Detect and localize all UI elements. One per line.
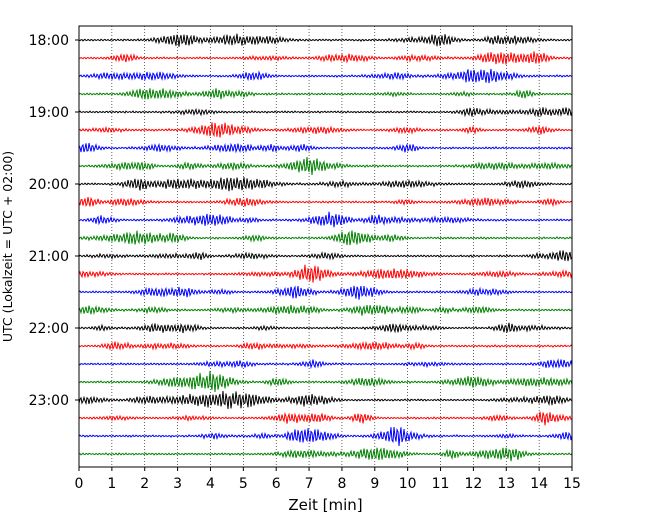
trace-line-1945 <box>78 156 573 176</box>
trace-line-2100 <box>78 250 573 262</box>
x-tick-label: 3 <box>173 476 182 492</box>
trace-line-1830 <box>78 68 573 84</box>
x-tick-label: 14 <box>530 476 548 492</box>
x-tick-label: 8 <box>337 476 346 492</box>
seismogram-traces <box>78 33 573 462</box>
trace-line-1800 <box>78 33 573 47</box>
trace-line-2200 <box>78 322 573 334</box>
y-tick-label: 18:00 <box>29 33 69 49</box>
trace-line-2030 <box>78 211 573 228</box>
x-tick-label: 0 <box>75 476 84 492</box>
trace-line-1900 <box>78 107 573 118</box>
x-tick-label: 12 <box>464 476 482 492</box>
trace-line-2300 <box>78 390 573 410</box>
x-tick-label: 4 <box>206 476 215 492</box>
x-tick-label: 1 <box>107 476 116 492</box>
trace-line-2230 <box>78 358 573 370</box>
y-tick-label: 23:00 <box>29 393 69 409</box>
trace-line-2145 <box>78 304 573 316</box>
x-tick-label: 2 <box>140 476 149 492</box>
y-tick-label: 19:00 <box>29 105 69 121</box>
x-tick-label: 5 <box>239 476 248 492</box>
x-tick-label: 13 <box>497 476 515 492</box>
y-tick-label: 21:00 <box>29 249 69 265</box>
trace-line-2330 <box>78 426 573 447</box>
trace-line-1815 <box>78 51 573 65</box>
x-axis-ticks: 0 1 2 3 4 5 6 7 8 9 10 11 12 13 14 15 <box>75 467 581 492</box>
x-tick-label: 10 <box>399 476 417 492</box>
trace-line-1915 <box>78 122 573 138</box>
trace-line-2015 <box>78 196 573 208</box>
x-tick-label: 7 <box>305 476 314 492</box>
y-axis-ticks: 18:00 19:00 20:00 21:00 22:00 23:00 <box>29 33 79 409</box>
plot-frame <box>78 25 573 468</box>
trace-line-1845 <box>78 88 573 100</box>
trace-line-2045 <box>78 230 573 246</box>
x-tick-label: 11 <box>432 476 450 492</box>
trace-line-2345 <box>78 447 573 462</box>
trace-line-2130 <box>78 285 573 300</box>
x-tick-label: 9 <box>370 476 379 492</box>
trace-line-1930 <box>78 142 573 154</box>
y-axis-label: UTC (Lokalzeit = UTC + 02:00) <box>0 151 15 342</box>
trace-line-2315 <box>78 411 573 426</box>
x-tick-label: 6 <box>272 476 281 492</box>
trace-line-2215 <box>78 340 573 351</box>
x-axis-label: Zeit [min] <box>288 496 362 514</box>
x-tick-label: 15 <box>563 476 581 492</box>
y-tick-label: 22:00 <box>29 321 69 337</box>
y-tick-label: 20:00 <box>29 177 69 193</box>
trace-line-2245 <box>78 370 573 393</box>
trace-line-2000 <box>78 177 573 192</box>
trace-line-2115 <box>78 264 573 283</box>
